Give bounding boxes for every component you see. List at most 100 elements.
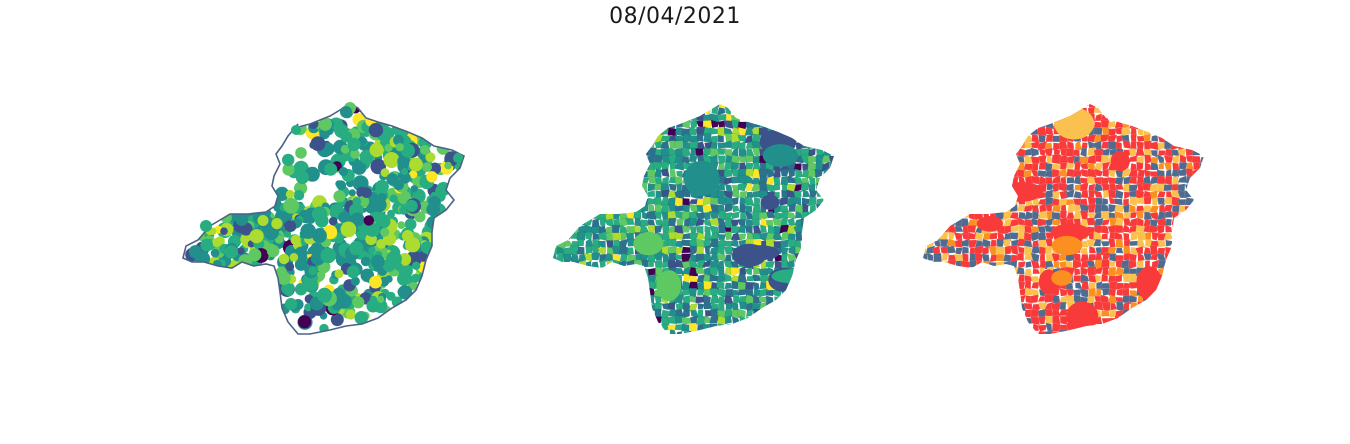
municipality-cell [1158, 161, 1165, 170]
municipality-cell [669, 140, 676, 150]
municipality-dot [291, 125, 301, 135]
municipality-cell [571, 254, 580, 262]
municipality-cell [1110, 150, 1130, 172]
municipality-dot [444, 161, 452, 170]
municipality-cell [1018, 288, 1026, 297]
municipality-cell [738, 156, 747, 163]
municipality-cell [1095, 324, 1102, 332]
municipality-cell [1037, 225, 1046, 235]
municipality-cell [731, 219, 740, 228]
municipality-cell [683, 273, 690, 284]
municipality-cell [724, 105, 732, 115]
municipality-dot [320, 247, 337, 264]
municipality-cell [690, 120, 698, 130]
municipality-cell [1017, 294, 1026, 303]
municipality-dot [426, 171, 438, 183]
municipality-cell [1030, 147, 1040, 157]
municipality-dot [285, 189, 295, 199]
municipality-cell [1030, 316, 1040, 326]
municipality-cell [1108, 169, 1116, 178]
municipality-cell [1115, 274, 1123, 283]
municipality-cell [641, 259, 649, 268]
municipality-cell [674, 259, 684, 269]
municipality-cell [717, 126, 726, 137]
municipality-cell [933, 240, 941, 248]
municipality-cell [1100, 225, 1110, 234]
municipality-cell [1030, 252, 1040, 263]
municipality-cell [1136, 141, 1145, 151]
municipality-cell [1123, 245, 1131, 255]
municipality-cell [1045, 315, 1054, 324]
municipality-cell [795, 240, 802, 249]
municipality-cell [674, 225, 684, 234]
municipality-cell [711, 135, 718, 143]
municipality-cell [1052, 182, 1061, 193]
municipality-cell [1031, 204, 1040, 214]
municipality-cell [717, 245, 725, 256]
municipality-dot [295, 170, 309, 185]
municipality-dot [274, 186, 290, 201]
municipality-dot [352, 197, 362, 206]
municipality-dot [340, 106, 352, 118]
municipality-cell [1115, 189, 1124, 200]
municipality-dot [384, 143, 393, 152]
municipality-cell [751, 140, 761, 149]
municipality-cell [1101, 310, 1111, 317]
municipality-cell [718, 104, 726, 108]
municipality-cell [1129, 290, 1139, 298]
municipality-dot [363, 215, 374, 226]
municipality-cell [788, 281, 796, 289]
municipality-cell [1009, 232, 1019, 240]
municipality-dot [397, 154, 411, 169]
municipality-cell [731, 280, 739, 290]
municipality-dot [397, 221, 406, 230]
municipality-dot [309, 141, 317, 149]
municipality-cell [752, 274, 761, 282]
municipality-cell [695, 315, 706, 325]
municipality-cell [1023, 239, 1033, 248]
municipality-dot [318, 117, 332, 131]
municipality-cell [1177, 148, 1187, 157]
municipality-cell [821, 155, 832, 163]
municipality-cell [1045, 245, 1053, 255]
municipality-cell [1010, 254, 1019, 263]
municipality-cell [954, 211, 963, 219]
municipality-cell [1000, 182, 1043, 202]
municipality-cell [1123, 203, 1130, 214]
municipality-cell [1094, 168, 1103, 177]
municipality-cell [724, 240, 733, 248]
municipality-cell [1010, 225, 1019, 233]
municipality-dot [220, 227, 228, 235]
municipality-cell [1172, 155, 1180, 165]
municipality-cell [1143, 196, 1152, 205]
municipality-cell [1030, 127, 1039, 135]
municipality-cell [1080, 247, 1089, 256]
municipality-dot [224, 245, 238, 259]
municipality-cell [709, 210, 720, 220]
municipality-cell [1025, 261, 1032, 268]
municipality-cell [1051, 270, 1073, 286]
municipality-cell [676, 170, 684, 178]
municipality-cell [927, 252, 934, 261]
municipality-cell [1073, 252, 1081, 263]
municipality-cell [1032, 268, 1041, 275]
map-panel-cases-dots [182, 102, 465, 335]
municipality-cell [709, 104, 720, 107]
municipality-cell [760, 217, 769, 228]
municipality-cell [689, 226, 698, 234]
municipality-cell [717, 323, 726, 332]
municipality-cell [683, 160, 720, 197]
municipality-cell [647, 175, 657, 184]
municipality-cell [1037, 126, 1047, 137]
municipality-cell [626, 247, 634, 255]
municipality-cell [661, 303, 671, 311]
municipality-cell [571, 261, 580, 270]
municipality-cell [1128, 204, 1136, 214]
municipality-dot [340, 130, 353, 143]
municipality-dot [283, 197, 300, 214]
municipality-cell [1045, 126, 1054, 136]
municipality-cell [745, 225, 753, 235]
municipality-cell [1130, 141, 1137, 151]
municipality-cell [695, 212, 705, 221]
municipality-cell [1030, 294, 1039, 304]
